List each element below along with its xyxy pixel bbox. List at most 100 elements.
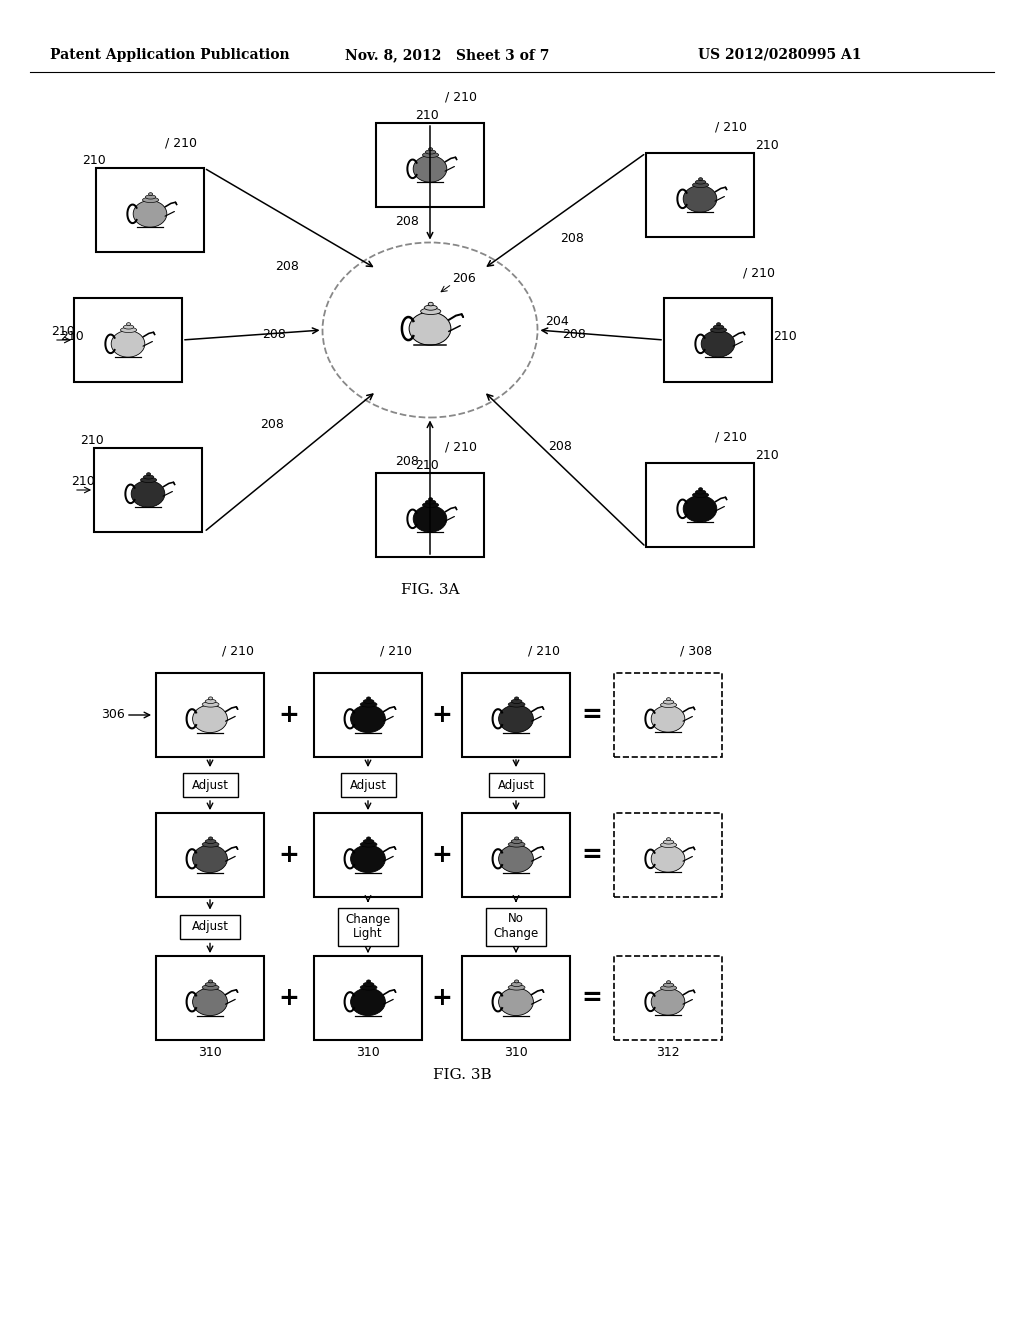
Ellipse shape bbox=[146, 473, 151, 475]
Ellipse shape bbox=[202, 702, 219, 708]
Bar bbox=[156, 673, 264, 756]
Ellipse shape bbox=[145, 195, 156, 199]
Ellipse shape bbox=[698, 487, 702, 491]
Ellipse shape bbox=[499, 845, 534, 873]
Text: 208: 208 bbox=[275, 260, 299, 273]
Text: =: = bbox=[582, 986, 602, 1010]
Ellipse shape bbox=[127, 322, 131, 326]
Ellipse shape bbox=[140, 478, 157, 483]
Bar bbox=[314, 813, 422, 898]
Ellipse shape bbox=[683, 495, 717, 523]
Ellipse shape bbox=[350, 845, 385, 873]
Bar bbox=[646, 153, 754, 238]
Text: 210: 210 bbox=[415, 459, 438, 473]
Text: =: = bbox=[582, 704, 602, 727]
Bar bbox=[94, 447, 202, 532]
Ellipse shape bbox=[660, 702, 677, 708]
Text: 204: 204 bbox=[546, 315, 569, 327]
Text: +: + bbox=[431, 704, 453, 727]
Ellipse shape bbox=[421, 308, 440, 314]
Text: FIG. 3A: FIG. 3A bbox=[400, 583, 459, 597]
Bar bbox=[96, 168, 204, 252]
Ellipse shape bbox=[205, 840, 216, 843]
Ellipse shape bbox=[360, 702, 377, 708]
Ellipse shape bbox=[511, 982, 522, 986]
Ellipse shape bbox=[698, 178, 702, 181]
Bar bbox=[488, 774, 544, 797]
Ellipse shape bbox=[202, 985, 219, 990]
Ellipse shape bbox=[209, 837, 213, 840]
Ellipse shape bbox=[350, 705, 385, 733]
Ellipse shape bbox=[711, 327, 727, 333]
Ellipse shape bbox=[205, 982, 216, 986]
Ellipse shape bbox=[651, 989, 685, 1015]
Ellipse shape bbox=[133, 201, 167, 227]
Text: / 210: / 210 bbox=[445, 441, 477, 454]
Ellipse shape bbox=[692, 492, 709, 498]
Ellipse shape bbox=[714, 325, 724, 329]
Bar bbox=[74, 298, 182, 381]
Bar bbox=[664, 298, 772, 381]
Text: +: + bbox=[431, 843, 453, 867]
Ellipse shape bbox=[193, 845, 227, 873]
Text: 208: 208 bbox=[260, 418, 284, 432]
Bar bbox=[314, 956, 422, 1040]
Ellipse shape bbox=[667, 698, 671, 701]
Text: 310: 310 bbox=[356, 1045, 380, 1059]
Text: 310: 310 bbox=[504, 1045, 528, 1059]
Text: 210: 210 bbox=[51, 325, 75, 338]
Text: +: + bbox=[279, 986, 299, 1010]
Text: US 2012/0280995 A1: US 2012/0280995 A1 bbox=[698, 48, 862, 62]
Ellipse shape bbox=[514, 979, 519, 983]
Bar bbox=[614, 813, 722, 898]
Ellipse shape bbox=[511, 840, 522, 843]
Ellipse shape bbox=[664, 840, 674, 843]
Ellipse shape bbox=[142, 197, 159, 202]
Text: FIG. 3B: FIG. 3B bbox=[433, 1068, 492, 1082]
Ellipse shape bbox=[121, 327, 136, 333]
Ellipse shape bbox=[410, 312, 451, 345]
Text: +: + bbox=[431, 986, 453, 1010]
Text: Adjust: Adjust bbox=[191, 779, 228, 792]
Ellipse shape bbox=[131, 480, 165, 507]
Ellipse shape bbox=[508, 842, 525, 847]
Ellipse shape bbox=[350, 987, 385, 1015]
Ellipse shape bbox=[367, 979, 371, 983]
Ellipse shape bbox=[425, 500, 436, 504]
Text: Nov. 8, 2012   Sheet 3 of 7: Nov. 8, 2012 Sheet 3 of 7 bbox=[345, 48, 549, 62]
Ellipse shape bbox=[367, 697, 371, 700]
Ellipse shape bbox=[660, 985, 677, 990]
Ellipse shape bbox=[364, 982, 374, 986]
Text: 208: 208 bbox=[262, 327, 286, 341]
Bar bbox=[314, 673, 422, 756]
Bar bbox=[646, 463, 754, 546]
Text: / 210: / 210 bbox=[222, 645, 254, 657]
Text: 210: 210 bbox=[80, 434, 103, 447]
Text: 208: 208 bbox=[562, 327, 586, 341]
Text: Change
Light: Change Light bbox=[345, 912, 390, 940]
Ellipse shape bbox=[425, 150, 436, 154]
Ellipse shape bbox=[667, 981, 671, 983]
Text: +: + bbox=[279, 843, 299, 867]
Ellipse shape bbox=[209, 697, 213, 700]
Text: 210: 210 bbox=[755, 139, 778, 152]
Text: =: = bbox=[582, 843, 602, 867]
Text: 210: 210 bbox=[60, 330, 84, 343]
Ellipse shape bbox=[423, 503, 438, 507]
Text: / 210: / 210 bbox=[715, 121, 746, 135]
Text: Adjust: Adjust bbox=[349, 779, 386, 792]
Text: Adjust: Adjust bbox=[498, 779, 535, 792]
Ellipse shape bbox=[193, 705, 227, 733]
Ellipse shape bbox=[514, 697, 519, 700]
Ellipse shape bbox=[514, 837, 519, 840]
Ellipse shape bbox=[202, 842, 219, 847]
Text: 208: 208 bbox=[560, 232, 584, 246]
Ellipse shape bbox=[360, 985, 377, 990]
Text: 306: 306 bbox=[101, 709, 125, 722]
Ellipse shape bbox=[508, 985, 525, 990]
Text: 210: 210 bbox=[755, 449, 778, 462]
Ellipse shape bbox=[651, 705, 685, 733]
Text: 210: 210 bbox=[415, 110, 438, 121]
Text: 210: 210 bbox=[82, 154, 105, 168]
Text: Patent Application Publication: Patent Application Publication bbox=[50, 48, 290, 62]
